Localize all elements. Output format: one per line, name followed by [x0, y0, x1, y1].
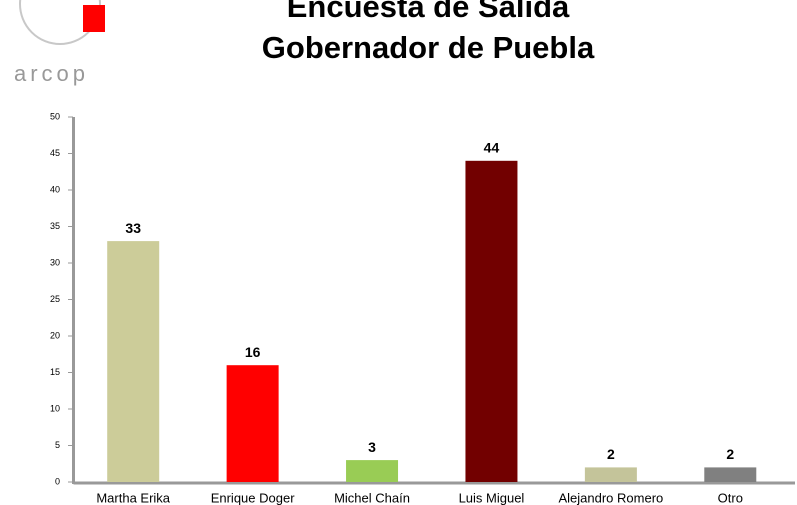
y-tick-label: 40 — [50, 184, 60, 194]
chart-subtitle: Gobernador de Puebla — [262, 30, 595, 65]
bar — [584, 467, 637, 482]
y-tick-label: 45 — [50, 148, 60, 158]
y-tick-label: 35 — [50, 221, 60, 231]
y-tick-label: 10 — [50, 403, 60, 413]
bar — [704, 467, 757, 482]
y-tick-label: 25 — [50, 294, 60, 304]
x-tick-label: Luis Miguel — [459, 490, 525, 505]
data-label: 16 — [245, 344, 261, 360]
x-tick-label: Michel Chaín — [334, 490, 410, 505]
y-tick-label: 50 — [50, 111, 60, 121]
chart-title: Encuesta de Salida — [287, 0, 570, 24]
y-tick-label: 0 — [55, 476, 60, 486]
x-tick-label: Otro — [718, 490, 743, 505]
logo-text: arcop — [14, 61, 89, 86]
bar — [465, 160, 518, 483]
data-label: 2 — [726, 446, 734, 462]
data-label: 44 — [484, 140, 500, 156]
y-tick-label: 5 — [55, 440, 60, 450]
bar — [346, 460, 399, 482]
data-label: 3 — [368, 439, 376, 455]
y-tick-label: 30 — [50, 257, 60, 267]
x-tick-label: Enrique Doger — [211, 490, 295, 505]
y-tick-label: 15 — [50, 367, 60, 377]
data-label: 2 — [607, 446, 615, 462]
data-label: 33 — [125, 220, 141, 236]
x-tick-label: Alejandro Romero — [558, 490, 663, 505]
y-tick-label: 20 — [50, 330, 60, 340]
bar — [226, 365, 279, 482]
logo-ring — [19, 0, 101, 45]
logo-square — [83, 5, 105, 32]
bar — [107, 241, 160, 482]
x-tick-label: Martha Erika — [96, 490, 170, 505]
